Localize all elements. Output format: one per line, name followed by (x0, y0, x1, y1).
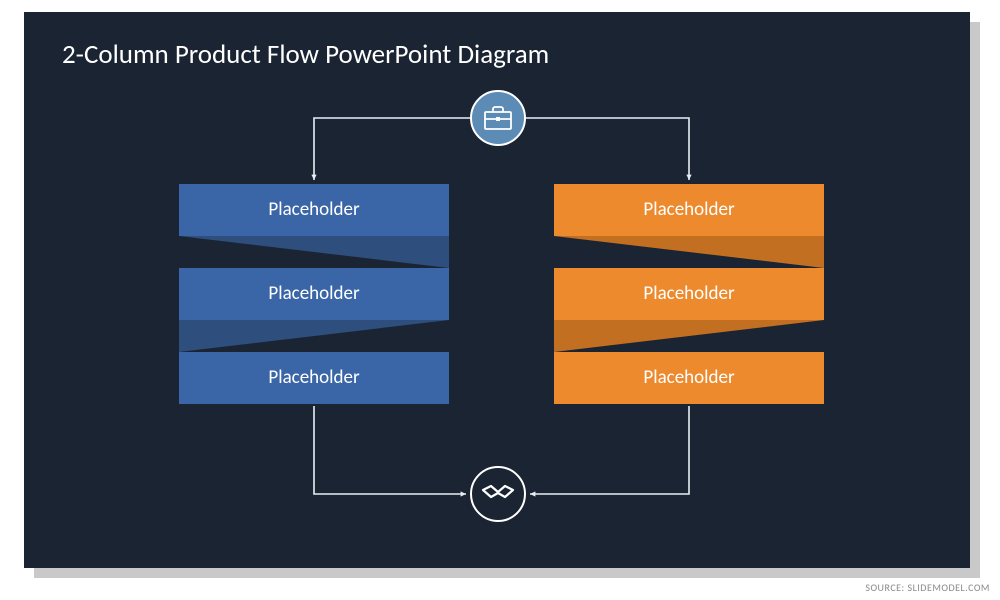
handshake-icon (481, 484, 515, 504)
briefcase-icon (484, 106, 512, 130)
slide: 2-Column Product Flow PowerPoint Diagram… (24, 12, 970, 568)
left-label-3: Placeholder (179, 366, 449, 389)
right-label-1: Placeholder (554, 198, 824, 221)
right-label-2: Placeholder (554, 282, 824, 305)
top-icon-circle (470, 90, 526, 146)
right-label-3: Placeholder (554, 366, 824, 389)
source-attribution: SOURCE: SLIDEMODEL.COM (865, 581, 990, 594)
left-column: Placeholder Placeholder Placeholder (179, 184, 449, 404)
bottom-icon-circle (470, 466, 526, 522)
right-column: Placeholder Placeholder Placeholder (554, 184, 824, 404)
left-label-2: Placeholder (179, 282, 449, 305)
left-label-1: Placeholder (179, 198, 449, 221)
